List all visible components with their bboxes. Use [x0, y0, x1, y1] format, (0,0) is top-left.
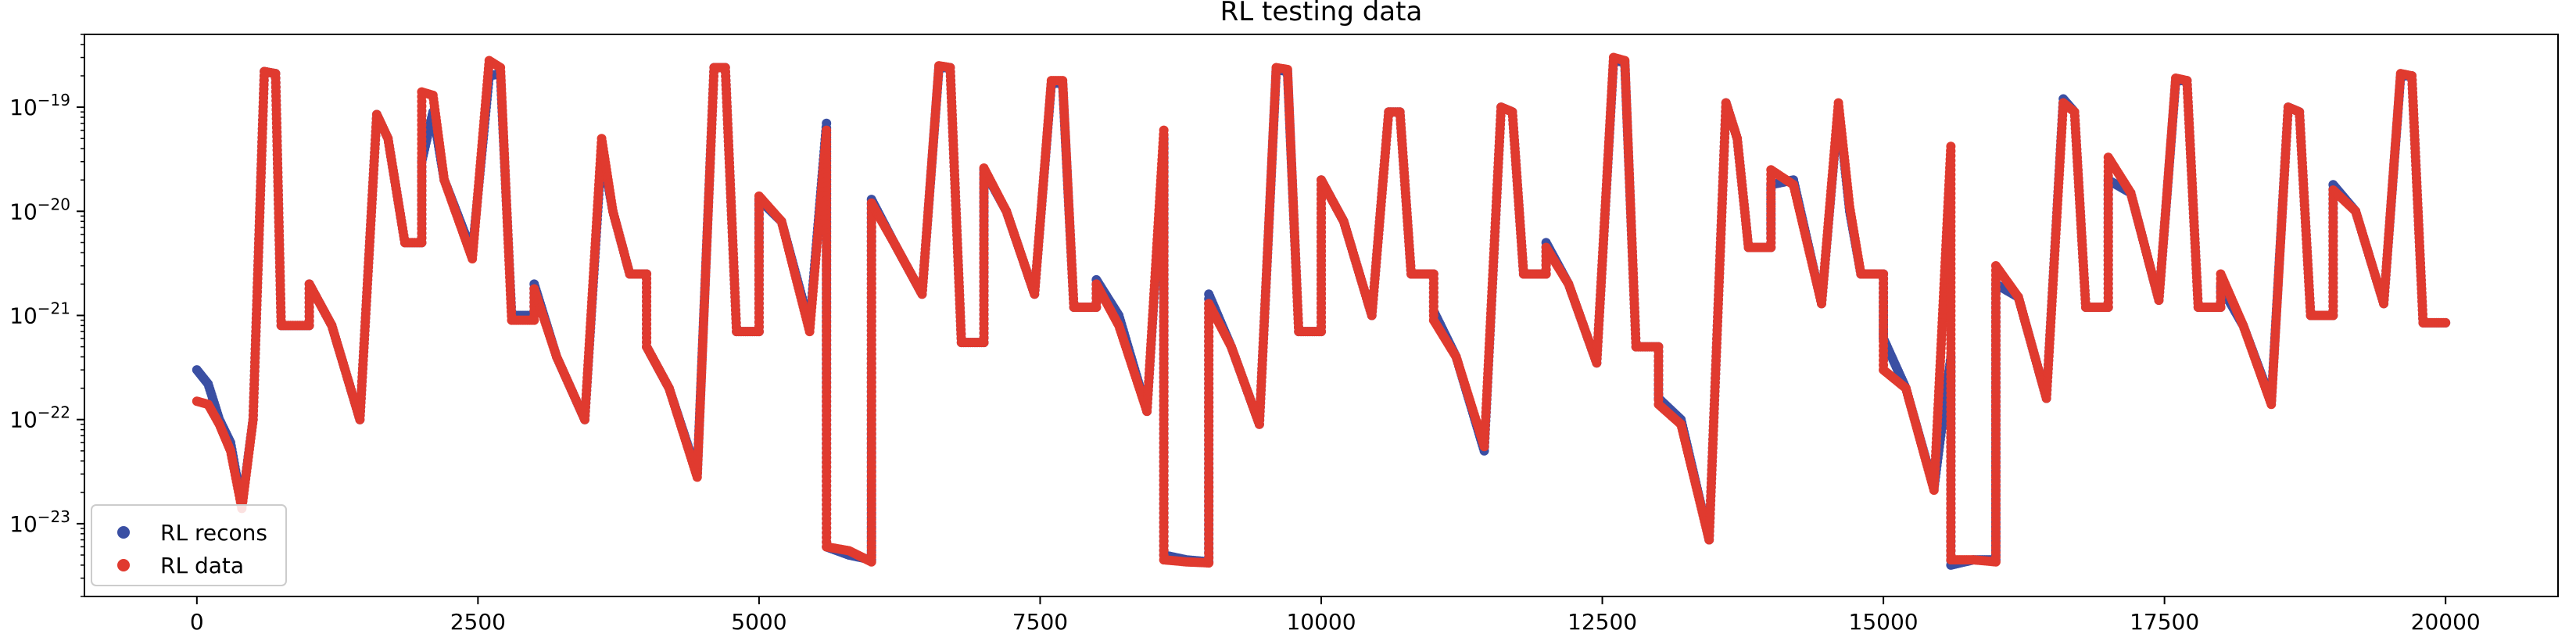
data-marks — [192, 52, 2451, 570]
chart-title: RL testing data — [1220, 0, 1423, 27]
series-1 — [192, 52, 2451, 568]
